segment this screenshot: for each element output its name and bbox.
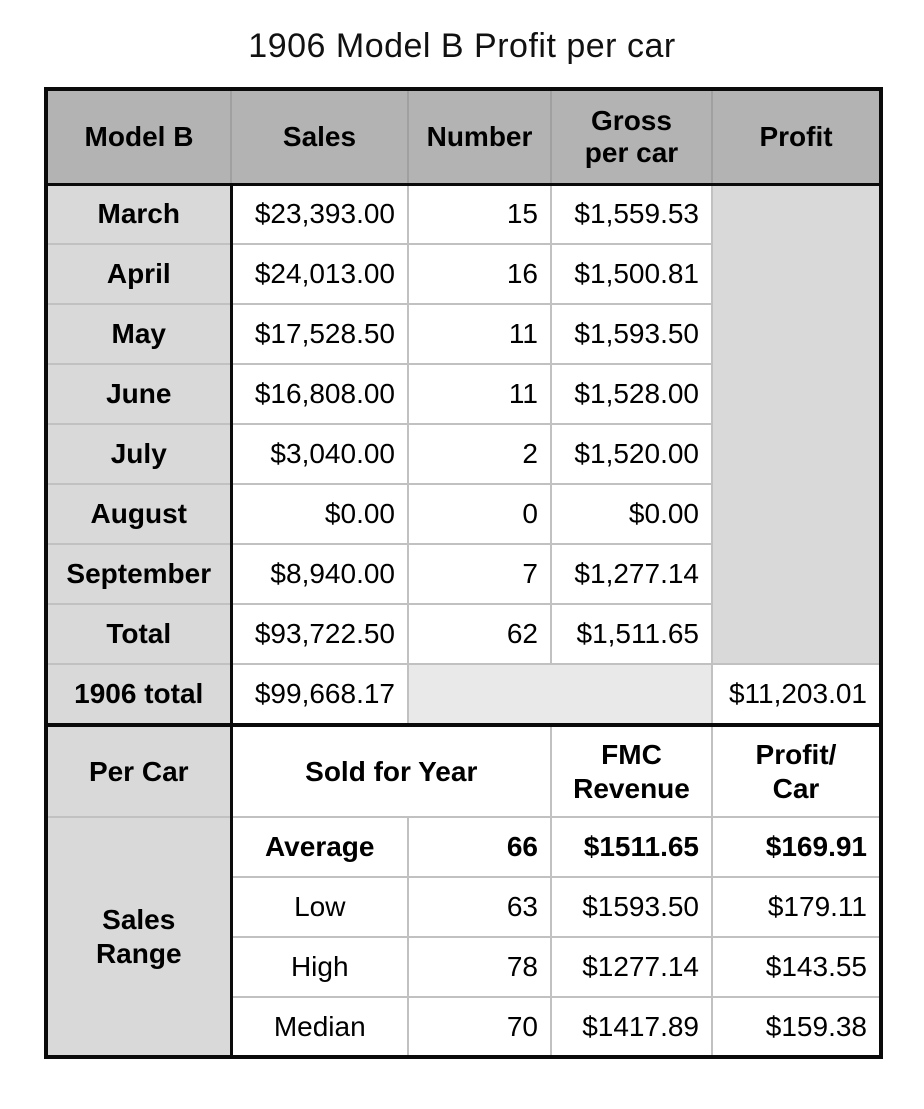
header-cell-model-b: Model B [45,88,232,186]
month-row-may: May $17,528.50 11 $1,593.50 [45,303,881,365]
range-sold-cell: 66 [407,816,552,878]
range-profit-cell: $169.91 [711,816,882,878]
range-row-median: Median 70 $1417.89 $159.38 [46,996,882,1058]
month-row-august: August $0.00 0 $0.00 [45,483,881,545]
profit-per-car-header: Profit/ Car [711,724,882,818]
sold-for-year-header: Sold for Year [230,724,552,818]
month-row-march: March $23,393.00 15 $1,559.53 [45,183,882,665]
range-label-cell: Average [230,816,409,878]
page-title: 1906 Model B Profit per car [248,27,676,65]
number-cell: 16 [407,243,552,305]
profit-table: Model B Sales Number Gross per car Profi… [44,87,883,1059]
header-row: Model B Sales Number Gross per car Profi… [45,88,882,186]
total-row: Total $93,722.50 62 $1,511.65 [45,603,881,665]
per-car-header-row: Per Car Sold for Year FMC Revenue Profit… [45,724,882,818]
month-row-april: April $24,013.00 16 $1,500.81 [45,243,881,305]
month-label: July [45,423,233,485]
header-cell-gross-per-car: Gross per car [550,88,713,186]
sales-cell: $17,528.50 [230,303,409,365]
gross-cell: $1,500.81 [550,243,713,305]
range-profit-cell: $179.11 [711,876,882,938]
grand-total-profit: $11,203.01 [711,663,882,727]
gross-cell: $1,593.50 [550,303,713,365]
number-cell: 15 [407,183,552,245]
range-label-cell: Median [230,996,409,1058]
total-label: Total [45,603,233,665]
sales-cell: $3,040.00 [230,423,409,485]
range-row-high: High 78 $1277.14 $143.55 [46,936,882,998]
range-sold-cell: 78 [407,936,552,998]
month-label: April [45,243,233,305]
grand-total-row: 1906 total $99,668.17 $11,203.01 [45,663,882,727]
range-revenue-cell: $1277.14 [550,936,713,998]
range-sold-cell: 70 [407,996,552,1058]
sales-cell: $8,940.00 [230,543,409,605]
month-row-july: July $3,040.00 2 $1,520.00 [45,423,881,485]
sales-cell: $93,722.50 [230,603,409,665]
gross-cell: $1,520.00 [550,423,713,485]
grand-total-sales: $99,668.17 [230,663,409,727]
sales-cell: $16,808.00 [230,363,409,425]
header-cell-sales: Sales [230,88,409,186]
month-label: June [45,363,233,425]
month-label: May [45,303,233,365]
gross-cell: $1,277.14 [550,543,713,605]
range-row-average: Sales Range Average 66 $1511.65 $169.91 [45,816,882,1058]
month-label: August [45,483,233,545]
range-revenue-cell: $1511.65 [550,816,713,878]
range-label-cell: High [230,936,409,998]
month-label: March [45,183,233,245]
header-cell-number: Number [407,88,552,186]
sales-range-label: Sales Range [45,816,233,1058]
range-profit-cell: $143.55 [711,936,882,998]
grand-total-label: 1906 total [45,663,233,727]
gross-cell: $0.00 [550,483,713,545]
number-cell: 62 [407,603,552,665]
sales-cell: $23,393.00 [230,183,409,245]
month-label: September [45,543,233,605]
number-cell: 0 [407,483,552,545]
sales-cell: $0.00 [230,483,409,545]
month-row-september: September $8,940.00 7 $1,277.14 [45,543,881,605]
sales-cell: $24,013.00 [230,243,409,305]
gross-cell: $1,511.65 [550,603,713,665]
range-revenue-cell: $1593.50 [550,876,713,938]
range-profit-cell: $159.38 [711,996,882,1058]
range-label-cell: Low [230,876,409,938]
gross-cell: $1,528.00 [550,363,713,425]
number-cell: 11 [407,363,552,425]
number-cell: 7 [407,543,552,605]
range-revenue-cell: $1417.89 [550,996,713,1058]
number-cell: 2 [407,423,552,485]
per-car-label: Per Car [45,724,233,818]
grand-total-empty-merged-cell [407,663,713,727]
fmc-revenue-header: FMC Revenue [550,724,713,818]
range-sold-cell: 63 [407,876,552,938]
range-row-low: Low 63 $1593.50 $179.11 [46,876,882,938]
header-cell-profit: Profit [711,88,882,186]
profit-empty-merged-cell [711,183,882,665]
month-row-june: June $16,808.00 11 $1,528.00 [45,363,881,425]
gross-cell: $1,559.53 [550,183,713,245]
number-cell: 11 [407,303,552,365]
